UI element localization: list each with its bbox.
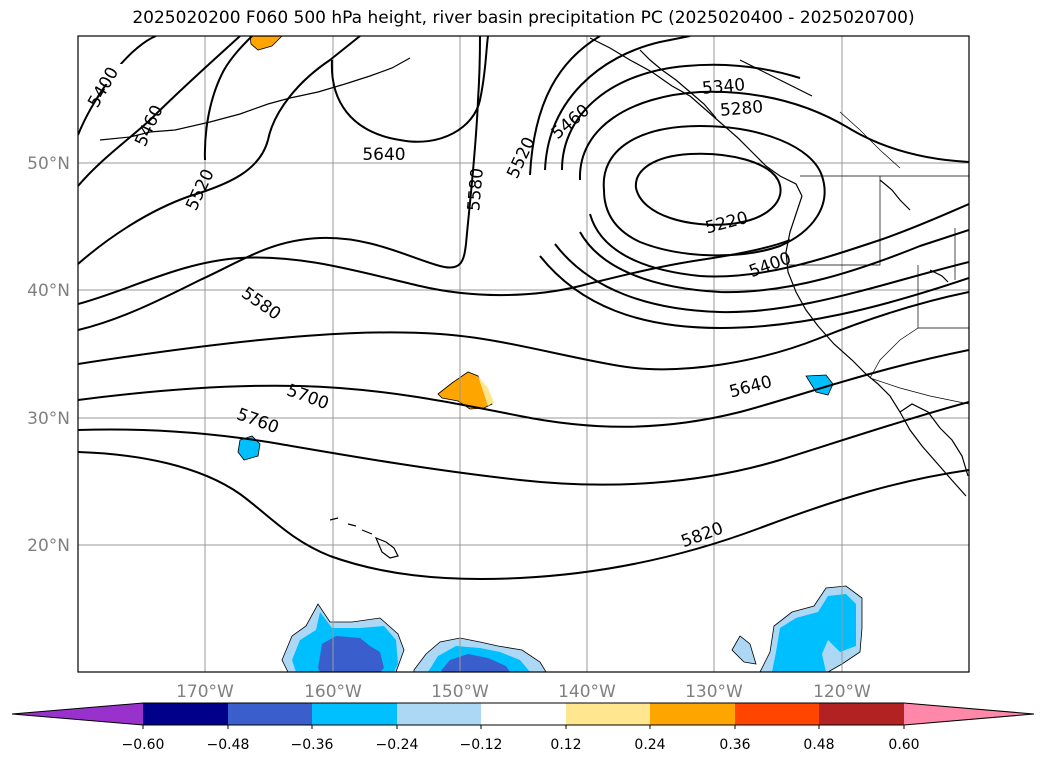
colorbar-tick-label: −0.48 xyxy=(207,737,250,753)
colorbar-tick-label: 0.48 xyxy=(803,737,834,753)
graticule xyxy=(78,36,969,672)
colorbar-tick-marks xyxy=(142,725,905,729)
contour-label: 5340 xyxy=(701,75,746,99)
lat-label: 30°N xyxy=(27,409,70,429)
precip-shading xyxy=(237,36,863,672)
colorbar-bin xyxy=(397,703,481,725)
latitude-labels: 50°N 40°N 30°N 20°N xyxy=(27,154,70,556)
positive-precip-area xyxy=(437,371,493,410)
colorbar-bin xyxy=(650,703,735,725)
colorbar-bin xyxy=(566,703,650,725)
colorbar-bin xyxy=(735,703,819,725)
colorbar-left-extension xyxy=(12,703,143,725)
negative-precip-area xyxy=(440,654,510,672)
lon-label: 120°W xyxy=(813,682,871,702)
map-frame xyxy=(77,35,970,673)
positive-precip-edge xyxy=(478,376,494,406)
colorbar-tick-label: 0.12 xyxy=(550,737,581,753)
negative-precip-area xyxy=(237,435,261,461)
contour-label: 5640 xyxy=(727,372,774,403)
colorbar-bin xyxy=(819,703,904,725)
positive-precip-area xyxy=(249,36,283,51)
lat-label: 50°N xyxy=(27,154,70,174)
map-title: 2025020200 F060 500 hPa height, river ba… xyxy=(132,8,915,28)
colorbar-tick-label: −0.36 xyxy=(291,737,334,753)
lon-label: 130°W xyxy=(685,682,743,702)
colorbar-tick-label: 0.36 xyxy=(719,737,750,753)
contour-label: 5580 xyxy=(464,167,488,212)
colorbar-tick-label: 0.60 xyxy=(888,737,919,753)
contour-label: 5640 xyxy=(362,145,405,165)
colorbar-bin xyxy=(312,703,397,725)
height-contours xyxy=(78,36,969,580)
colorbar-tick-label: −0.12 xyxy=(460,737,503,753)
contour-label: 5220 xyxy=(703,208,750,239)
longitude-labels: 170°W 160°W 150°W 140°W 130°W 120°W xyxy=(176,682,871,702)
borders xyxy=(788,111,969,405)
contour-label: 5280 xyxy=(719,97,764,121)
contour-label: 5580 xyxy=(237,283,284,324)
colorbar: −0.60 −0.48 −0.36 −0.24 −0.12 0.12 0.24 … xyxy=(11,702,1035,753)
colorbar-right-extension xyxy=(904,703,1034,725)
contour-label: 5520 xyxy=(182,166,218,214)
contour-label: 5460 xyxy=(131,102,167,150)
colorbar-tick-label: −0.60 xyxy=(122,737,165,753)
contour-label: 5760 xyxy=(234,405,281,439)
lon-label: 160°W xyxy=(304,682,362,702)
negative-precip-area xyxy=(318,636,384,672)
colorbar-bin xyxy=(228,703,312,725)
colorbar-bin xyxy=(143,703,228,725)
lat-label: 40°N xyxy=(27,281,70,301)
coastlines xyxy=(99,37,969,559)
colorbar-bin xyxy=(481,703,566,725)
contour-label: 5520 xyxy=(503,134,539,182)
lon-label: 140°W xyxy=(558,682,616,702)
negative-precip-area xyxy=(772,594,856,672)
negative-precip-area xyxy=(731,635,757,665)
lat-label: 20°N xyxy=(27,536,70,556)
lon-label: 150°W xyxy=(431,682,489,702)
colorbar-tick-label: −0.24 xyxy=(376,737,419,753)
lon-label: 170°W xyxy=(176,682,234,702)
colorbar-tick-label: 0.24 xyxy=(634,737,665,753)
